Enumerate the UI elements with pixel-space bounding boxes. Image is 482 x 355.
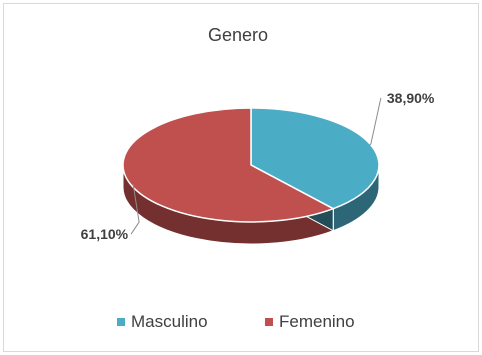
legend-swatch-femenino xyxy=(265,318,273,326)
chart-title: Genero xyxy=(208,25,268,45)
legend-swatch-masculino xyxy=(117,318,125,326)
leader-line-femenino xyxy=(130,184,140,235)
legend-label-masculino: Masculino xyxy=(131,312,208,331)
data-label-masculino: 38,90% xyxy=(387,90,435,106)
pie-plot-area xyxy=(122,107,380,245)
legend-label-femenino: Femenino xyxy=(279,312,355,331)
pie-slice-femenino xyxy=(122,107,336,223)
data-labels: 38,90% 61,10% xyxy=(81,90,435,242)
pie-slice-masculino xyxy=(250,107,380,210)
legend: Masculino Femenino xyxy=(117,312,355,331)
leader-line-masculino xyxy=(368,97,382,147)
data-label-femenino: 61,10% xyxy=(81,226,129,242)
